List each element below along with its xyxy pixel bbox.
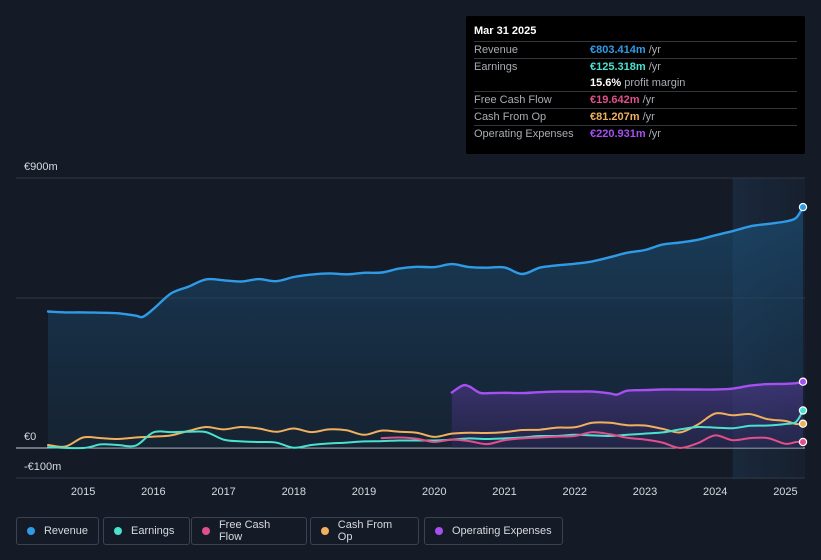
tooltip-label: Earnings [474, 61, 518, 73]
y-tick-label: €900m [24, 161, 58, 173]
x-tick-label: 2025 [773, 486, 797, 498]
series-end-marker-revenue [798, 202, 808, 212]
tooltip-label: Free Cash Flow [474, 94, 552, 106]
tooltip-row: Revenue €803.414m /yr [474, 41, 797, 58]
series-end-marker-cash-from-op [798, 419, 808, 428]
legend-dot-icon [435, 527, 443, 535]
x-tick-label: 2020 [422, 486, 446, 498]
x-tick-label: 2018 [282, 486, 306, 498]
x-tick-label: 2019 [352, 486, 376, 498]
x-tick-label: 2017 [211, 486, 235, 498]
tooltip-value: 15.6% profit margin [590, 77, 686, 89]
series-area-operating-expenses [451, 381, 803, 448]
tooltip-date: Mar 31 2025 [474, 25, 537, 37]
y-tick-label: -€100m [24, 461, 61, 473]
legend-label: Free Cash Flow [218, 519, 271, 543]
x-tick-label: 2022 [563, 486, 587, 498]
series-line-revenue [46, 205, 805, 319]
series-area-revenue [48, 207, 803, 448]
series-end-marker-earnings [798, 406, 808, 415]
tooltip-label: Revenue [474, 44, 519, 56]
tooltip-label: Cash From Op [474, 111, 547, 123]
x-tick-label: 2016 [141, 486, 165, 498]
tooltip-row: 15.6% profit margin [474, 75, 797, 91]
tooltip-value: €220.931m /yr [590, 128, 661, 140]
legend-label: Revenue [43, 525, 88, 537]
x-tick-label: 2023 [633, 486, 657, 498]
legend-item-cash-from-op[interactable]: Cash From Op [310, 517, 419, 545]
legend-item-operating-expenses[interactable]: Operating Expenses [424, 517, 563, 545]
tooltip-label: Operating Expenses [474, 128, 574, 140]
tooltip-row: Free Cash Flow €19.642m /yr [474, 91, 797, 108]
legend-dot-icon [114, 527, 122, 535]
legend-label: Cash From Op [337, 519, 393, 543]
x-tick-label: 2024 [703, 486, 727, 498]
legend-dot-icon [321, 527, 329, 535]
tooltip-value: €125.318m /yr [590, 61, 661, 73]
legend-label: Earnings [131, 525, 175, 537]
tooltip-value: €19.642m /yr [590, 94, 655, 106]
series-end-marker-operating-expenses [798, 377, 808, 386]
legend-label: Operating Expenses [452, 525, 552, 537]
y-tick-label: €0 [24, 431, 36, 443]
series-line-operating-expenses [450, 380, 805, 396]
legend-item-free-cash-flow[interactable]: Free Cash Flow [191, 517, 307, 545]
series-line-free-cash-flow [380, 431, 804, 450]
legend-dot-icon [202, 527, 210, 535]
legend-item-earnings[interactable]: Earnings [103, 517, 190, 545]
x-tick-label: 2021 [492, 486, 516, 498]
legend-item-revenue[interactable]: Revenue [16, 517, 99, 545]
x-tick-label: 2015 [71, 486, 95, 498]
tooltip-row: Cash From Op €81.207m /yr [474, 108, 797, 125]
tooltip-row: Operating Expenses €220.931m /yr [474, 125, 797, 142]
data-tooltip: Mar 31 2025 Revenue €803.414m /yr Earnings… [466, 16, 805, 154]
tooltip-row: Earnings €125.318m /yr [474, 58, 797, 75]
legend-dot-icon [27, 527, 35, 535]
series-end-marker-free-cash-flow [798, 437, 808, 447]
tooltip-value: €803.414m /yr [590, 44, 661, 56]
tooltip-value: €81.207m /yr [590, 111, 655, 123]
